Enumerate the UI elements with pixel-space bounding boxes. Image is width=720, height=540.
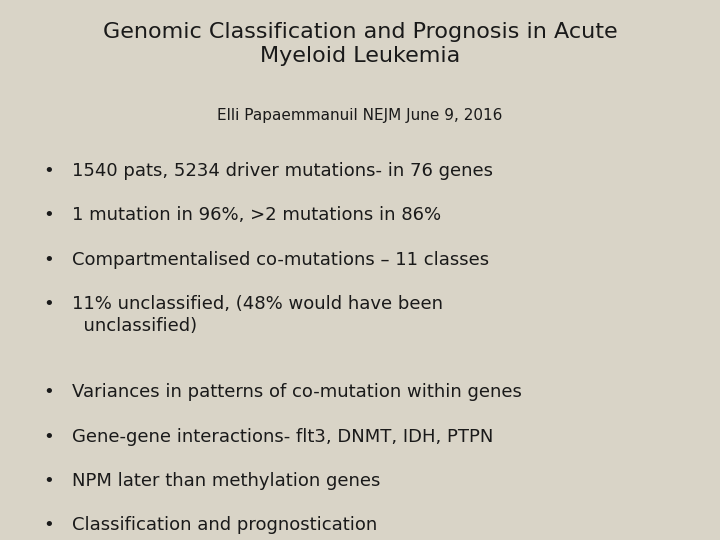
Text: •: • (43, 206, 54, 224)
Text: 1540 pats, 5234 driver mutations- in 76 genes: 1540 pats, 5234 driver mutations- in 76 … (72, 162, 493, 180)
Text: Variances in patterns of co-mutation within genes: Variances in patterns of co-mutation wit… (72, 383, 522, 401)
Text: 1 mutation in 96%, >2 mutations in 86%: 1 mutation in 96%, >2 mutations in 86% (72, 206, 441, 224)
Text: •: • (43, 428, 54, 445)
Text: •: • (43, 472, 54, 490)
Text: Gene-gene interactions- flt3, DNMT, IDH, PTPN: Gene-gene interactions- flt3, DNMT, IDH,… (72, 428, 493, 445)
Text: Classification and prognostication: Classification and prognostication (72, 516, 377, 534)
Text: •: • (43, 251, 54, 268)
Text: •: • (43, 516, 54, 534)
Text: Genomic Classification and Prognosis in Acute
Myeloid Leukemia: Genomic Classification and Prognosis in … (103, 22, 617, 65)
Text: •: • (43, 383, 54, 401)
Text: •: • (43, 162, 54, 180)
Text: Elli Papaemmanuil NEJM June 9, 2016: Elli Papaemmanuil NEJM June 9, 2016 (217, 108, 503, 123)
Text: NPM later than methylation genes: NPM later than methylation genes (72, 472, 380, 490)
Text: Compartmentalised co-mutations – 11 classes: Compartmentalised co-mutations – 11 clas… (72, 251, 489, 268)
Text: •: • (43, 295, 54, 313)
Text: 11% unclassified, (48% would have been
  unclassified): 11% unclassified, (48% would have been u… (72, 295, 443, 335)
